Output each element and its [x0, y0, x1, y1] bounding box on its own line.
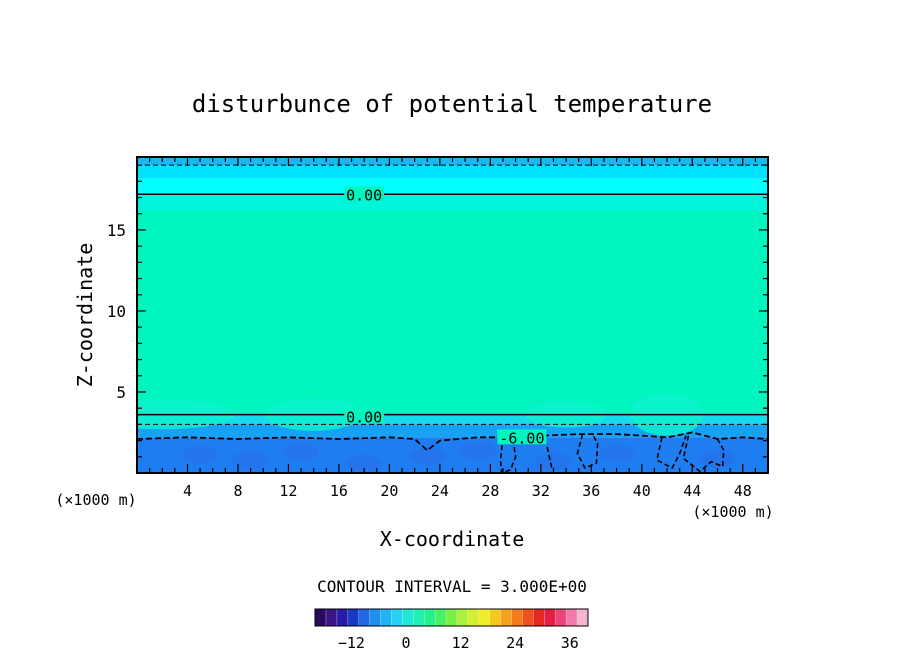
colorbar-segment-13 — [456, 609, 469, 626]
fill-band-1 — [137, 165, 768, 179]
x-tick-label-9: 40 — [633, 482, 651, 500]
colorbar-segment-22 — [555, 609, 567, 626]
x-tick-label-5: 24 — [431, 482, 449, 500]
colorbar-segment-24 — [577, 609, 589, 626]
surface-texture-4 — [409, 447, 446, 466]
colorbar-tick-labels: −12 0 12 24 36 — [338, 634, 579, 652]
contour-loop-3 — [682, 435, 725, 473]
surface-texture-6 — [535, 452, 572, 471]
colorbar-tick-label-4: 36 — [561, 634, 579, 652]
contour-interval-label: CONTOUR INTERVAL = 3.000E+00 — [317, 577, 587, 596]
colorbar-tick-label-1: 0 — [401, 634, 410, 652]
surface-texture-1 — [232, 451, 269, 470]
colorbar-segment-15 — [478, 609, 491, 626]
colorbar-segment-16 — [489, 609, 502, 626]
colorbar-frame — [314, 608, 589, 627]
surface-texture-7 — [598, 444, 635, 463]
contour-labels: 0.00 0.00 -6.00 — [344, 186, 547, 447]
surface-texture-0 — [182, 446, 219, 465]
colorbar-segment-23 — [566, 609, 578, 626]
contour-label-2: -6.00 — [499, 429, 544, 447]
colorbar-segment-8 — [402, 609, 414, 626]
colorbar-segment-11 — [435, 609, 447, 626]
colorbar-tick-label-0: −12 — [338, 634, 365, 652]
surface-texture-8 — [699, 449, 736, 468]
contour-loop-0 — [499, 437, 517, 473]
contour-loop-1 — [576, 433, 599, 470]
colorbar-segment-9 — [413, 609, 425, 626]
y-tick-labels: 5 10 15 — [107, 221, 126, 402]
colorbar-segment-7 — [391, 609, 403, 626]
x-tick-label-1: 8 — [233, 482, 242, 500]
x-tick-label-7: 32 — [532, 482, 550, 500]
colorbar-segment-2 — [336, 609, 349, 626]
colorbar-segment-4 — [358, 609, 371, 626]
colorbar-segment-12 — [446, 609, 458, 626]
surface-texture-3 — [346, 454, 383, 473]
colorbar-segment-0 — [315, 609, 327, 626]
axis-ticks — [137, 157, 768, 473]
x-tick-label-6: 28 — [481, 482, 499, 500]
colorbar-segment-5 — [369, 609, 382, 626]
fill-band-5 — [137, 414, 768, 425]
contour-minus-six — [137, 431, 768, 452]
x-tick-label-4: 20 — [380, 482, 398, 500]
x-tick-labels: 4 8 12 16 20 24 28 32 36 40 44 48 — [183, 482, 752, 500]
contour-lines — [137, 164, 768, 473]
colorbar-segment-21 — [544, 609, 556, 626]
y-tick-label-1: 10 — [107, 302, 126, 321]
colorbar-segment-10 — [424, 609, 436, 626]
contour-label-bg-0 — [344, 186, 385, 202]
x-tick-label-11: 48 — [734, 482, 752, 500]
x-right-unit: (×1000 m) — [692, 503, 773, 521]
fill-band-2 — [137, 178, 768, 195]
x-tick-label-8: 36 — [582, 482, 600, 500]
surface-texture-2 — [283, 442, 320, 461]
fill-band-4 — [137, 210, 768, 415]
y-tick-label-0: 5 — [116, 383, 126, 402]
plot-area — [137, 157, 768, 473]
chart-title: disturbunce of potential temperature — [192, 90, 712, 118]
colorbar-tick-label-3: 24 — [506, 634, 524, 652]
y-axis-label: Z-coordinate — [73, 243, 97, 388]
colorbar-tick-label-2: 12 — [452, 634, 470, 652]
fill-band-3 — [137, 194, 768, 211]
x-tick-label-3: 16 — [330, 482, 348, 500]
colorbar-segment-19 — [522, 609, 534, 626]
colorbar-segment-20 — [533, 609, 545, 626]
fill-band-7 — [137, 437, 768, 473]
contour-label-0: 0.00 — [346, 186, 382, 204]
surface-texture-5 — [459, 441, 496, 460]
x-left-unit: (×1000 m) — [55, 491, 136, 509]
colorbar-segment-18 — [511, 609, 523, 626]
colorbar-segment-14 — [467, 609, 480, 626]
x-tick-label-2: 12 — [279, 482, 297, 500]
colorbar — [314, 608, 589, 627]
x-tick-label-10: 44 — [683, 482, 701, 500]
contour-label-bg-2 — [497, 429, 547, 445]
contour-loop-4 — [546, 446, 553, 470]
colorbar-segment-6 — [380, 609, 392, 626]
contour-loop-2 — [655, 435, 687, 470]
colorbar-segment-1 — [325, 609, 338, 626]
y-tick-label-2: 15 — [107, 221, 126, 240]
x-axis-label: X-coordinate — [380, 527, 525, 551]
colorbar-segment-3 — [347, 609, 360, 626]
colorbar-segment-17 — [500, 609, 513, 626]
x-tick-label-0: 4 — [183, 482, 192, 500]
contour-label-1: 0.00 — [346, 408, 382, 426]
contour-label-bg-1 — [344, 408, 385, 424]
